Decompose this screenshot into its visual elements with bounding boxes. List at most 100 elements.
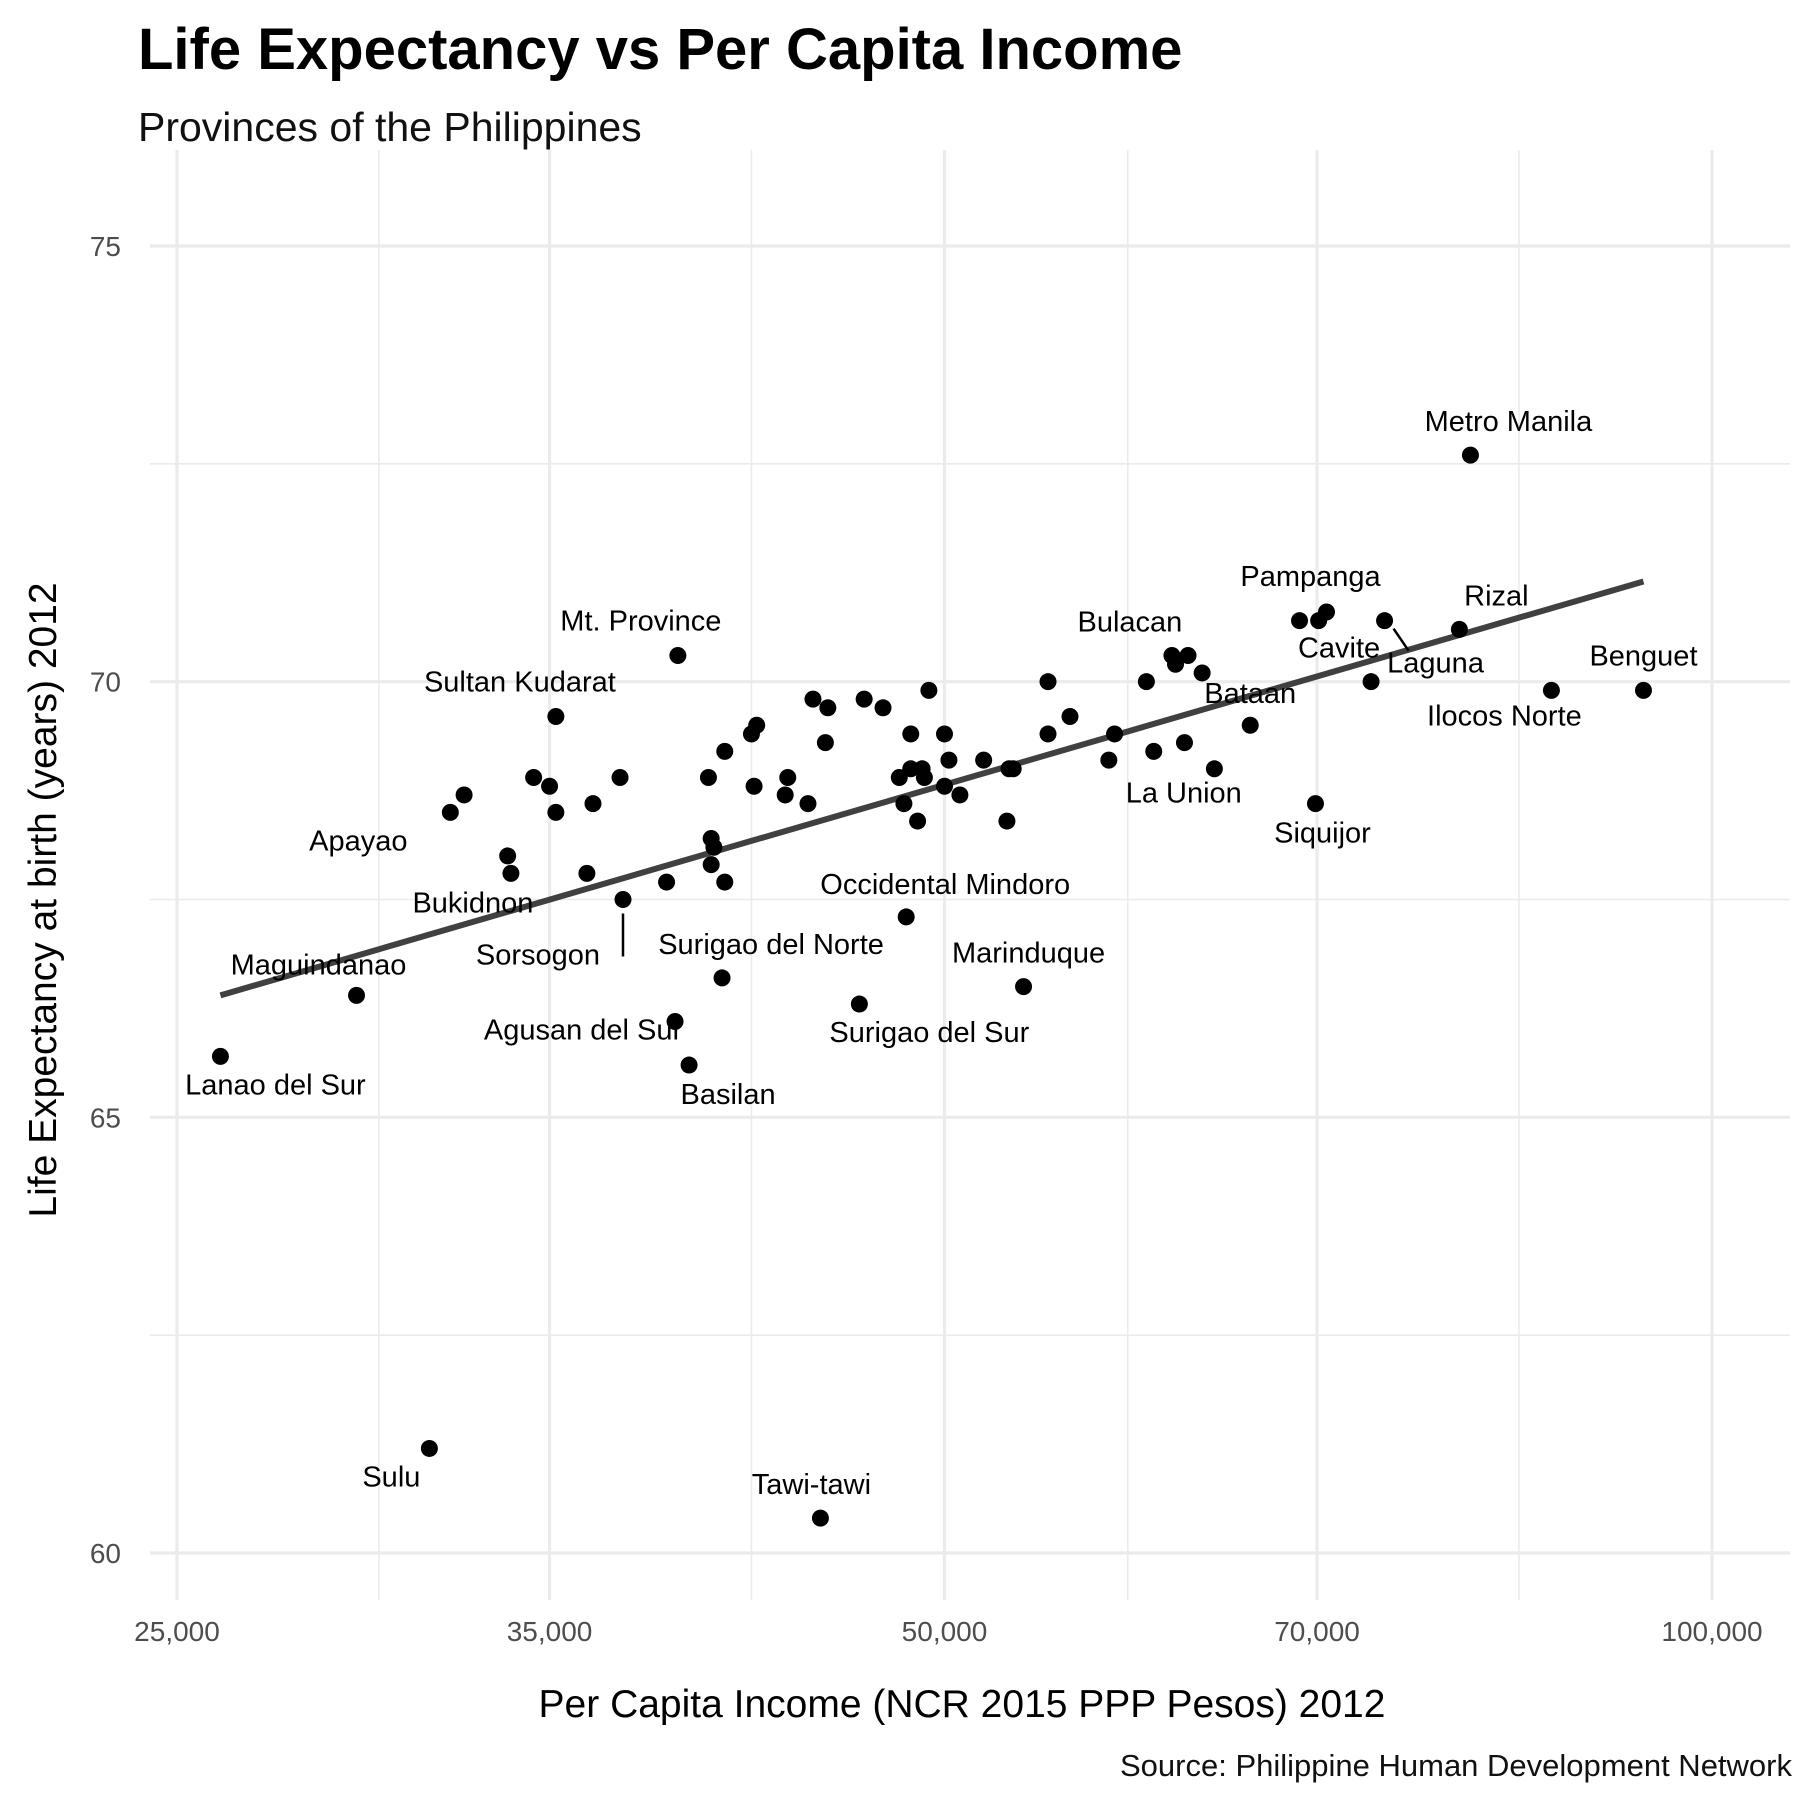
data-point [920,681,938,699]
x-tick-label: 100,000 [1661,1616,1762,1647]
x-tick-label: 50,000 [902,1616,988,1647]
chart-title: Life Expectancy vs Per Capita Income [138,17,1183,82]
data-point [1362,673,1380,691]
data-point [897,908,915,926]
y-tick-label: 70 [90,667,121,698]
data-point [1145,742,1163,760]
data-point [804,690,822,708]
data-point [499,847,517,865]
point-label: Bulacan [1078,607,1183,639]
data-point [1175,734,1193,752]
data-point [936,777,953,795]
data-point [1015,978,1033,996]
data-point [799,795,817,813]
data-point [850,995,868,1013]
data-point [895,795,913,813]
point-label: Surigao del Norte [658,929,884,961]
grid-lines [150,150,1790,1600]
data-point [614,891,632,908]
data-point [441,803,459,821]
point-label: Tawi-tawi [752,1469,871,1501]
data-point [578,864,596,882]
data-point [819,699,837,717]
chart-subtitle: Provinces of the Philippines [138,104,642,150]
trend-line [219,578,1645,999]
data-point [779,769,797,787]
data-point [420,1439,438,1457]
point-label: Basilan [681,1079,776,1111]
data-point [940,751,958,769]
data-point [348,986,366,1004]
data-point [909,812,927,830]
data-point [547,708,565,726]
point-label: Cavite [1298,633,1380,665]
data-point [716,873,734,891]
data-point [936,725,953,743]
data-point [658,873,676,891]
data-point [1450,620,1468,638]
data-point [525,769,543,787]
y-tick-label: 75 [90,231,121,262]
data-point [455,786,473,804]
data-point [611,769,629,787]
x-tick-label: 70,000 [1274,1616,1360,1647]
point-label: Lanao del Sur [185,1069,366,1101]
point-label: Surigao del Sur [829,1017,1029,1049]
data-point [1542,681,1560,699]
data-point [1061,708,1079,726]
data-point [1137,673,1155,691]
data-point [1461,446,1479,464]
data-point [1318,603,1336,621]
chart-caption: Source: Philippine Human Development Net… [1120,1748,1792,1783]
point-label: Sorsogon [476,940,600,972]
point-label: Laguna [1387,648,1485,680]
data-points [211,446,1652,1527]
data-point [816,734,834,752]
data-point [1241,716,1259,734]
data-point [680,1056,698,1074]
point-label: Marinduque [952,938,1105,970]
data-point [713,969,731,987]
point-label: Bataan [1204,678,1296,710]
label-leader-lines [621,627,1410,957]
axis-ticks: 25,000 35,000 50,000 70,000 100,000 60 65 70 75 [90,231,1763,1647]
data-point [702,856,720,874]
data-point [1039,673,1057,691]
point-label: Sulu [362,1461,420,1493]
data-point [811,1509,829,1527]
point-label: Sultan Kudarat [424,667,616,699]
y-tick-label: 65 [90,1102,121,1133]
point-label: Maguindanao [231,949,407,981]
point-label: Bukidnon [412,887,533,919]
data-point [584,795,602,813]
data-point [1106,725,1124,743]
data-point [541,777,559,795]
x-tick-label: 25,000 [134,1616,220,1647]
y-tick-label: 60 [90,1538,121,1569]
data-point [1004,760,1022,778]
data-point [666,1012,684,1030]
point-label: Pampanga [1240,561,1381,593]
data-point [1100,751,1118,769]
data-point [998,812,1016,830]
data-point [1179,647,1197,665]
x-axis-title: Per Capita Income (NCR 2015 PPP Pesos) 2… [539,1683,1386,1726]
x-tick-label: 35,000 [507,1616,593,1647]
data-point [748,716,766,734]
data-point [1376,612,1394,630]
data-point [502,864,520,882]
point-label: Apayao [309,825,407,857]
data-point [776,786,794,804]
data-point [1193,664,1211,682]
y-axis-title: Life Expectancy at birth (years) 2012 [22,582,65,1217]
data-point [951,786,969,804]
data-point [669,647,687,665]
point-label: Agusan del Sur [484,1014,683,1046]
data-point [716,742,734,760]
data-point [705,838,723,856]
label-leader-line [1392,627,1410,652]
point-label: La Union [1126,777,1242,809]
data-point [855,690,873,708]
data-point [1291,612,1309,630]
